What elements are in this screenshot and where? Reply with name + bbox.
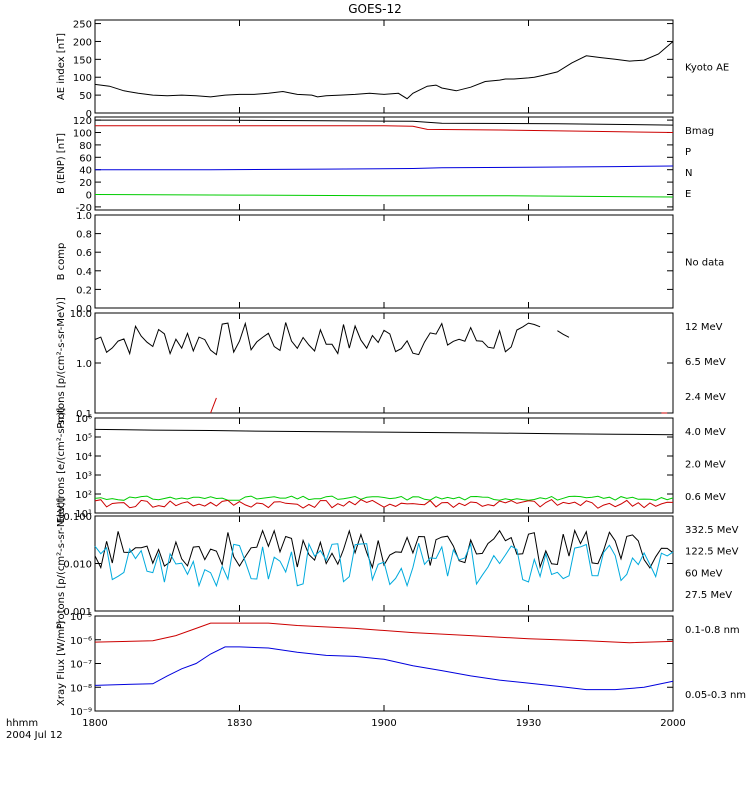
panel-3: 0.0 0.2 0.4 0.6 0.8 1.0 B comp No data — [56, 211, 724, 315]
series-line-0-05-0-3-nm — [94, 646, 674, 691]
y-tick-label: 10⁻⁷ — [70, 660, 92, 671]
series-line-n — [94, 194, 674, 198]
footer-date-label: 2004 Jul 12 — [6, 730, 63, 741]
legend-entry: Kyoto AE — [685, 63, 729, 74]
y-tick-label: -20 — [76, 203, 92, 214]
y-tick-label: 0.010 — [63, 560, 92, 571]
legend-entry: E — [685, 189, 691, 200]
series-line-12-mev — [210, 397, 668, 414]
y-tick-label: 10¹ — [75, 509, 92, 520]
series-line-e — [95, 165, 674, 171]
y-tick-label: 10⁵ — [75, 433, 92, 444]
y-tick-label: 250 — [73, 20, 92, 31]
series-line-60-mev — [94, 542, 674, 588]
series-line-27-5-mev — [94, 528, 674, 570]
y-tick-label: 10² — [75, 490, 92, 501]
y-axis-label: AE index [nT] — [56, 33, 67, 100]
y-tick-label: 0.001 — [63, 607, 92, 618]
legend-entry: 0.6 MeV — [685, 492, 726, 503]
legend-entry: 332.5 MeV — [685, 525, 739, 536]
legend-entry: 0.1-0.8 nm — [685, 625, 740, 636]
y-tick-label: 40 — [79, 166, 92, 177]
panel-5: 10¹ 10² 10³ 10⁴ 10⁵ 10⁶ Electrons [e/(cm²-s-sr… — [56, 408, 726, 524]
y-tick-label: 0.0 — [76, 304, 92, 315]
x-tick-label: 1900 — [371, 718, 396, 729]
y-tick-label: 50 — [79, 91, 92, 102]
legend-entry: 122.5 MeV — [685, 547, 739, 558]
y-tick-label: 0.1 — [76, 409, 92, 420]
y-tick-label: 0 — [86, 109, 92, 120]
legend-entry: 2.0 MeV — [685, 460, 726, 471]
legend-entry: P — [685, 147, 691, 158]
x-tick-label: 1930 — [516, 718, 541, 729]
legend-entry: N — [685, 168, 692, 179]
y-axis-label: Protons [p/(cm²-s-sr-MeV)] — [56, 498, 67, 630]
panel-frame — [94, 312, 674, 414]
y-tick-label: 10.0 — [70, 309, 92, 320]
panel-1: 0 50 100 150 200 250 AE index [nT] Kyoto AE — [56, 19, 729, 120]
legend-entry: 2.4 MeV — [685, 392, 726, 403]
y-tick-label: 20 — [79, 178, 92, 189]
y-tick-label: 10⁻⁵ — [70, 612, 92, 623]
y-tick-label: 0 — [86, 191, 92, 202]
y-tick-label: 1.0 — [76, 211, 92, 222]
y-axis-label: B (ENP) [nT] — [56, 133, 67, 194]
y-axis-label: Xray Flux [W/m²] — [56, 621, 67, 706]
y-tick-label: 120 — [73, 116, 92, 127]
y-tick-label: 200 — [73, 37, 92, 48]
x-tick-label: 1830 — [227, 718, 252, 729]
legend-entry: Bmag — [685, 126, 714, 137]
series-line-bmag — [95, 119, 674, 126]
y-tick-label: 80 — [79, 141, 92, 152]
series-line-2-4-mev — [94, 321, 570, 356]
legend-entry: 6.5 MeV — [685, 357, 726, 368]
y-tick-label: 10⁻⁸ — [70, 683, 92, 694]
legend-entry: 4.0 MeV — [685, 427, 726, 438]
y-tick-label: 1.0 — [76, 359, 92, 370]
legend-entry: 60 MeV — [685, 568, 723, 579]
series-line-0-6-mev — [94, 428, 674, 436]
series-line-kyoto-ae — [94, 41, 674, 100]
x-tick-label: 1800 — [82, 718, 107, 729]
y-tick-label: 0.8 — [76, 230, 92, 241]
y-tick-label: 60 — [79, 153, 92, 164]
y-tick-label: 10³ — [75, 471, 92, 482]
y-tick-label: 10⁻⁹ — [70, 707, 92, 718]
legend-entry: 0.05-0.3 nm — [685, 690, 746, 701]
y-tick-label: 100 — [73, 73, 92, 84]
panel-frame — [94, 214, 674, 309]
series-line-0-1-0-8-nm — [94, 622, 674, 644]
y-axis-label: B comp — [56, 243, 67, 281]
y-axis-label: Electrons [e/(cm²-s-sr)] — [56, 408, 67, 524]
y-tick-label: 150 — [73, 55, 92, 66]
y-tick-label: 0.6 — [76, 248, 92, 259]
y-tick-label: 0.2 — [76, 285, 92, 296]
series-line-2-0-mev — [94, 495, 674, 501]
panel-frame — [94, 19, 674, 114]
y-axis-label: Protons [p/(cm²-s-sr-MeV)] — [56, 297, 67, 429]
chart-title: GOES-12 — [348, 2, 402, 16]
series-line-4-0-mev — [94, 498, 674, 509]
legend-entry: 27.5 MeV — [685, 590, 732, 601]
legend-entry: 12 MeV — [685, 322, 723, 333]
y-tick-label: 0.4 — [76, 267, 92, 278]
footer-time-label: hhmm — [6, 718, 38, 729]
y-tick-label: 10⁻⁶ — [70, 636, 92, 647]
y-tick-label: 10⁶ — [75, 414, 92, 425]
y-tick-label: 100 — [73, 129, 92, 140]
y-tick-label: 10⁴ — [75, 452, 92, 463]
y-tick-label: 0.100 — [63, 512, 92, 523]
series-line-p — [95, 125, 674, 133]
legend-entry: No data — [685, 258, 724, 269]
x-tick-label: 2000 — [660, 718, 685, 729]
